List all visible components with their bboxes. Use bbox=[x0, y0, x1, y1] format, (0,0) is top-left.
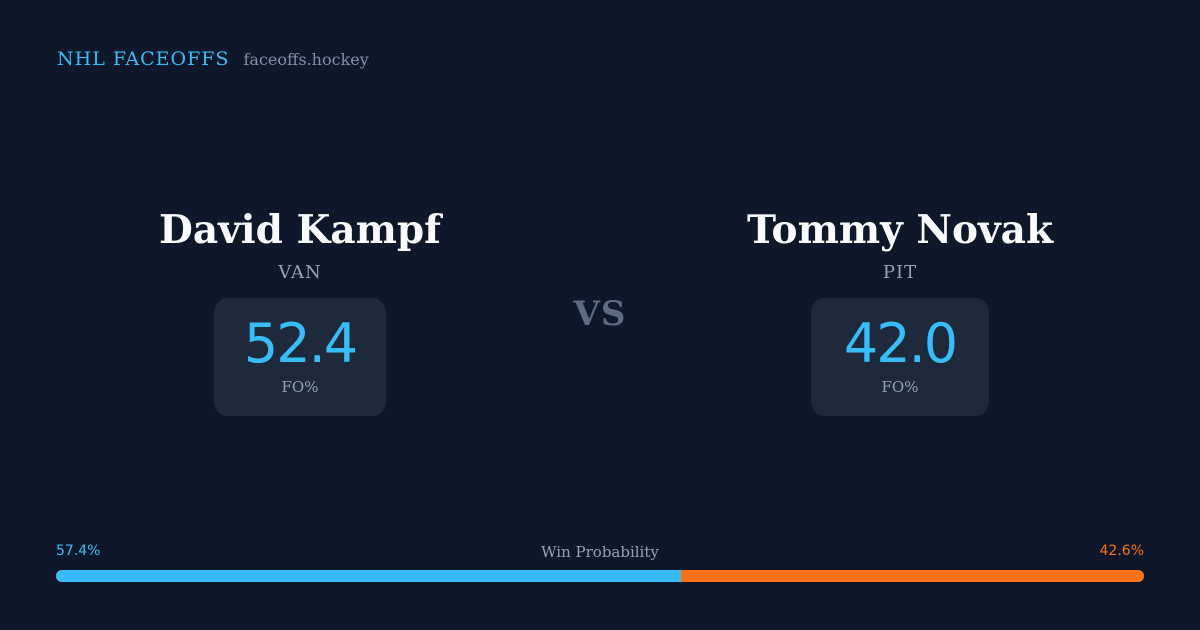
win-probability-right-value: 42.6% bbox=[1099, 543, 1144, 559]
player-name: Tommy Novak bbox=[747, 207, 1053, 253]
faceoff-percentage-label: FO% bbox=[881, 378, 919, 396]
brand-url: faceoffs.hockey bbox=[243, 50, 369, 69]
win-probability-labels: 57.4% Win Probability 42.6% bbox=[56, 543, 1144, 563]
win-probability-bar bbox=[56, 570, 1144, 582]
win-probability-bar-right bbox=[680, 570, 1144, 582]
win-probability-title: Win Probability bbox=[541, 543, 659, 561]
faceoff-percentage-value: 42.0 bbox=[843, 312, 958, 375]
win-probability-left-value: 57.4% bbox=[56, 543, 101, 559]
player-team: PIT bbox=[882, 262, 918, 283]
player-card-right: Tommy Novak PIT 42.0 FO% bbox=[700, 204, 1100, 416]
player-card-left: David Kampf VAN 52.4 FO% bbox=[100, 204, 500, 416]
brand-header: NHL FACEOFFS faceoffs.hockey bbox=[57, 48, 369, 70]
versus-label: VS bbox=[573, 294, 627, 334]
faceoff-percentage-label: FO% bbox=[281, 378, 319, 396]
faceoff-stat-card: 52.4 FO% bbox=[214, 298, 386, 416]
player-team: VAN bbox=[278, 262, 322, 283]
player-name: David Kampf bbox=[159, 207, 441, 253]
faceoff-stat-card: 42.0 FO% bbox=[811, 298, 989, 416]
brand-name: NHL FACEOFFS bbox=[57, 48, 230, 70]
faceoff-percentage-value: 52.4 bbox=[243, 312, 358, 375]
win-probability-bar-left bbox=[56, 570, 681, 582]
